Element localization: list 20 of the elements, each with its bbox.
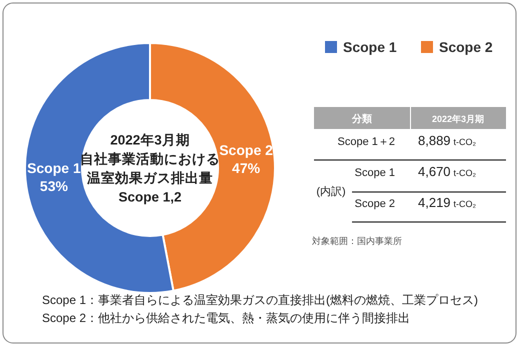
- slice-label: Scope 2: [219, 142, 274, 158]
- text: 対象範囲：国内事業所: [312, 236, 402, 246]
- text: Scope 1：事業者自らによる温室効果ガスの直接排出(燃料の燃焼、工業プロセス): [42, 293, 478, 307]
- data-label: 47%: [232, 160, 261, 176]
- text: 自社事業活動における温室効果ガス排出量Scope 1,2: [80, 152, 220, 204]
- text: Scope 2：他社から供給された電気、熱・蒸気の使用に伴う間接排出: [42, 311, 410, 325]
- legend-label: Scope 2: [439, 39, 493, 55]
- legend-label: Scope 1: [343, 39, 397, 55]
- text: 分類: [351, 113, 372, 125]
- data-label: 53%: [40, 178, 68, 194]
- slice-label: Scope 1: [27, 160, 81, 176]
- text: 2022年3月期: [432, 114, 484, 124]
- text: 2022年3月期: [110, 132, 190, 148]
- data-label: 4,219 t-CO₂: [418, 195, 477, 210]
- data-label: 8,889 t-CO₂: [418, 133, 477, 148]
- data-label: 4,670 t-CO₂: [418, 164, 477, 179]
- category-label: Scope 1＋2: [338, 136, 395, 148]
- category-label: Scope 2: [354, 198, 395, 210]
- category-label: Scope 1: [354, 167, 395, 179]
- text: (内訳): [316, 185, 346, 198]
